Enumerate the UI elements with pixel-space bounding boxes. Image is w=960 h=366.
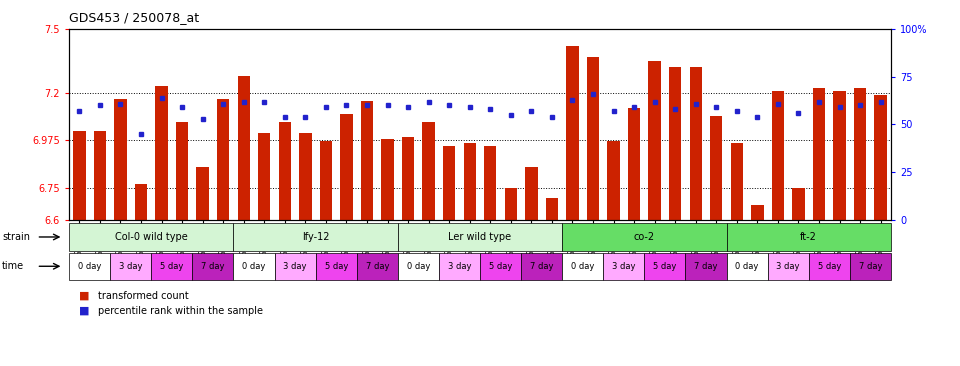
- Bar: [300, 133, 312, 220]
- Bar: [685, 253, 727, 280]
- Bar: [484, 146, 496, 220]
- Text: transformed count: transformed count: [98, 291, 189, 301]
- Bar: [357, 253, 397, 280]
- Bar: [443, 146, 455, 220]
- Bar: [505, 188, 517, 220]
- Bar: [808, 253, 850, 280]
- Bar: [233, 253, 275, 280]
- Text: 3 day: 3 day: [612, 262, 636, 271]
- Text: 5 day: 5 day: [818, 262, 841, 271]
- Text: 0 day: 0 day: [78, 262, 102, 271]
- Bar: [73, 131, 85, 220]
- Text: ■: ■: [79, 306, 89, 315]
- Bar: [644, 253, 685, 280]
- Text: Col-0 wild type: Col-0 wild type: [115, 232, 187, 242]
- Text: strain: strain: [2, 232, 30, 242]
- Text: time: time: [2, 261, 24, 271]
- Text: Ler wild type: Ler wild type: [448, 232, 512, 242]
- Text: co-2: co-2: [634, 232, 655, 242]
- Bar: [217, 99, 229, 220]
- Bar: [731, 143, 743, 220]
- Text: 7 day: 7 day: [366, 262, 389, 271]
- Bar: [727, 253, 768, 280]
- Text: 0 day: 0 day: [407, 262, 430, 271]
- Text: ft-2: ft-2: [801, 232, 817, 242]
- Bar: [397, 223, 563, 251]
- Text: GDS453 / 250078_at: GDS453 / 250078_at: [69, 11, 200, 24]
- Bar: [258, 133, 271, 220]
- Bar: [850, 253, 891, 280]
- Bar: [587, 57, 599, 220]
- Bar: [237, 76, 250, 220]
- Bar: [439, 253, 480, 280]
- Bar: [316, 253, 357, 280]
- Bar: [545, 198, 558, 220]
- Bar: [751, 205, 763, 220]
- Text: 5 day: 5 day: [324, 262, 348, 271]
- Bar: [563, 253, 603, 280]
- Bar: [176, 122, 188, 220]
- Bar: [402, 137, 415, 220]
- Text: 0 day: 0 day: [242, 262, 266, 271]
- Bar: [192, 253, 233, 280]
- Bar: [397, 253, 439, 280]
- Bar: [134, 184, 147, 220]
- Bar: [340, 114, 352, 220]
- Bar: [110, 253, 152, 280]
- Bar: [464, 143, 476, 220]
- Bar: [689, 67, 702, 220]
- Bar: [233, 223, 397, 251]
- Text: 7 day: 7 day: [530, 262, 553, 271]
- Bar: [521, 253, 563, 280]
- Text: 3 day: 3 day: [119, 262, 142, 271]
- Text: percentile rank within the sample: percentile rank within the sample: [98, 306, 263, 315]
- Text: 3 day: 3 day: [777, 262, 800, 271]
- Bar: [525, 167, 538, 220]
- Text: 7 day: 7 day: [202, 262, 225, 271]
- Bar: [197, 167, 209, 220]
- Bar: [152, 253, 192, 280]
- Bar: [480, 253, 521, 280]
- Bar: [792, 188, 804, 220]
- Bar: [833, 91, 846, 220]
- Bar: [566, 46, 579, 220]
- Text: 3 day: 3 day: [283, 262, 307, 271]
- Bar: [608, 141, 620, 220]
- Bar: [94, 131, 107, 220]
- Text: 5 day: 5 day: [489, 262, 513, 271]
- Text: 3 day: 3 day: [447, 262, 471, 271]
- Bar: [727, 223, 891, 251]
- Text: 5 day: 5 day: [653, 262, 677, 271]
- Bar: [875, 95, 887, 220]
- Bar: [772, 91, 784, 220]
- Bar: [320, 141, 332, 220]
- Bar: [648, 61, 660, 220]
- Text: 5 day: 5 day: [160, 262, 183, 271]
- Text: 7 day: 7 day: [694, 262, 718, 271]
- Bar: [69, 253, 110, 280]
- Bar: [710, 116, 723, 220]
- Bar: [563, 223, 727, 251]
- Text: lfy-12: lfy-12: [301, 232, 329, 242]
- Bar: [361, 101, 373, 220]
- Bar: [768, 253, 808, 280]
- Bar: [278, 122, 291, 220]
- Bar: [114, 99, 127, 220]
- Bar: [156, 86, 168, 220]
- Text: ■: ■: [79, 291, 89, 301]
- Bar: [603, 253, 644, 280]
- Bar: [275, 253, 316, 280]
- Bar: [69, 223, 233, 251]
- Bar: [853, 89, 866, 220]
- Bar: [381, 139, 394, 220]
- Bar: [669, 67, 682, 220]
- Bar: [813, 89, 826, 220]
- Bar: [628, 108, 640, 220]
- Text: 7 day: 7 day: [858, 262, 882, 271]
- Bar: [422, 122, 435, 220]
- Text: 0 day: 0 day: [735, 262, 758, 271]
- Text: 0 day: 0 day: [571, 262, 594, 271]
